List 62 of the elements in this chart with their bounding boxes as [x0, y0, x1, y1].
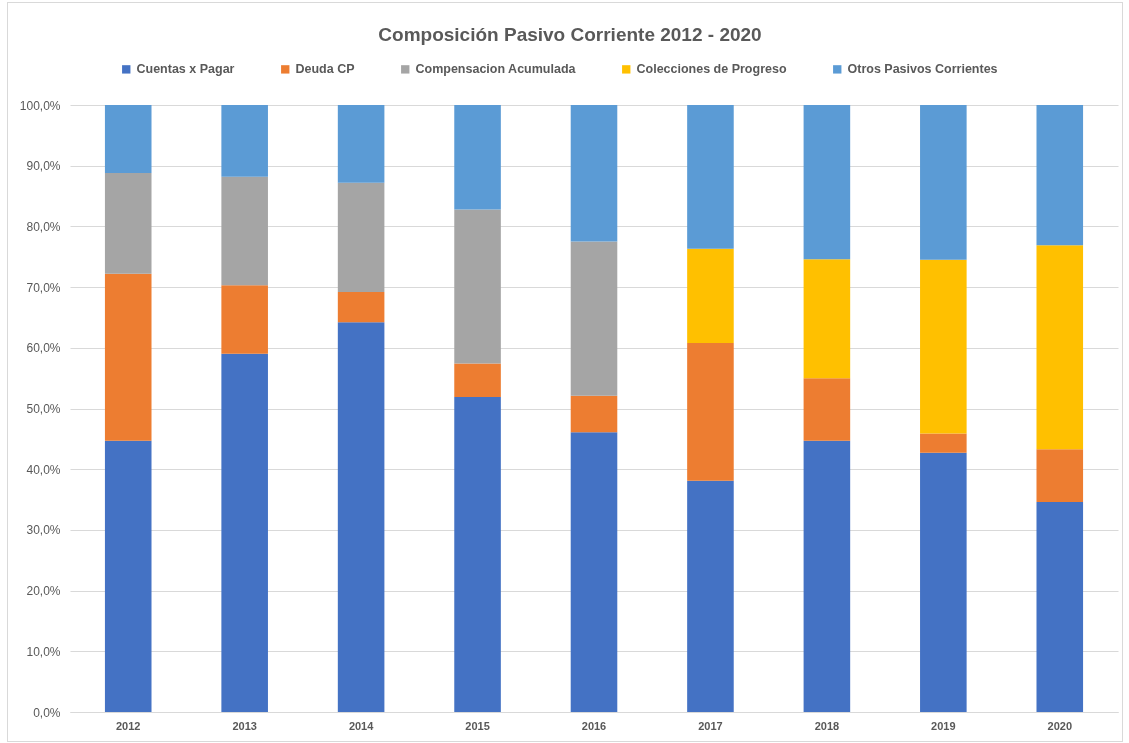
bar — [570, 241, 618, 396]
bar — [221, 105, 268, 177]
bar — [920, 105, 967, 260]
y-tick-label: 30,0% — [26, 523, 61, 538]
bar — [454, 363, 501, 397]
x-tick-label: 2013 — [232, 719, 257, 732]
bar — [687, 480, 734, 712]
legend-label: Colecciones de Progreso — [636, 62, 787, 77]
bar — [687, 105, 734, 249]
x-tick-label: 2012 — [115, 719, 141, 732]
y-tick-label: 50,0% — [26, 402, 61, 416]
chart-title: Composición Pasivo Corriente 2012 - 2020 — [378, 24, 762, 45]
x-tick-label: 2019 — [931, 719, 956, 732]
bar — [687, 342, 734, 481]
bar — [803, 105, 851, 260]
bar — [570, 395, 618, 433]
legend-label: Cuentas x Pagar — [136, 62, 235, 77]
bar — [337, 105, 385, 183]
bar — [337, 291, 385, 323]
y-tick-label: 40,0% — [26, 462, 61, 477]
bar — [221, 176, 268, 286]
bar — [104, 105, 152, 173]
x-tick-label: 2018 — [814, 719, 840, 732]
y-tick-label: 0,0% — [33, 705, 61, 720]
bar — [104, 273, 152, 441]
y-tick-label: 10,0% — [26, 644, 61, 659]
bar — [1036, 105, 1084, 246]
y-tick-label: 70,0% — [26, 280, 61, 295]
bar — [454, 209, 501, 364]
y-tick-label: 90,0% — [26, 159, 61, 174]
bar — [920, 433, 967, 453]
x-tick-label: 2020 — [1047, 719, 1073, 732]
bar — [1036, 501, 1084, 712]
bar — [570, 432, 618, 712]
bar — [104, 172, 152, 274]
legend-label: Otros Pasivos Corrientes — [847, 62, 998, 77]
legend-label: Deuda CP — [295, 62, 355, 77]
bar — [221, 285, 268, 354]
x-tick-label: 2014 — [348, 719, 375, 732]
bar — [920, 259, 967, 434]
y-tick-label: 80,0% — [26, 219, 61, 234]
y-tick-label: 100,0% — [19, 98, 61, 113]
x-tick-label: 2016 — [581, 719, 607, 732]
bar — [337, 182, 385, 292]
bar — [1036, 245, 1084, 450]
bar — [454, 396, 501, 712]
legend-label: Compensacion Acumulada — [415, 62, 577, 77]
bar — [803, 259, 851, 379]
x-tick-label: 2017 — [698, 719, 723, 732]
bar — [803, 378, 851, 441]
bar — [1036, 449, 1084, 502]
bar — [337, 322, 385, 712]
y-tick-label: 60,0% — [26, 341, 61, 356]
bar — [570, 105, 618, 242]
bar — [803, 440, 851, 712]
x-tick-label: 2015 — [465, 719, 490, 732]
bar — [920, 452, 967, 712]
bar — [104, 440, 152, 712]
bar — [221, 353, 268, 712]
y-tick-label: 20,0% — [26, 584, 61, 599]
bar — [454, 105, 501, 210]
bar — [687, 248, 734, 343]
